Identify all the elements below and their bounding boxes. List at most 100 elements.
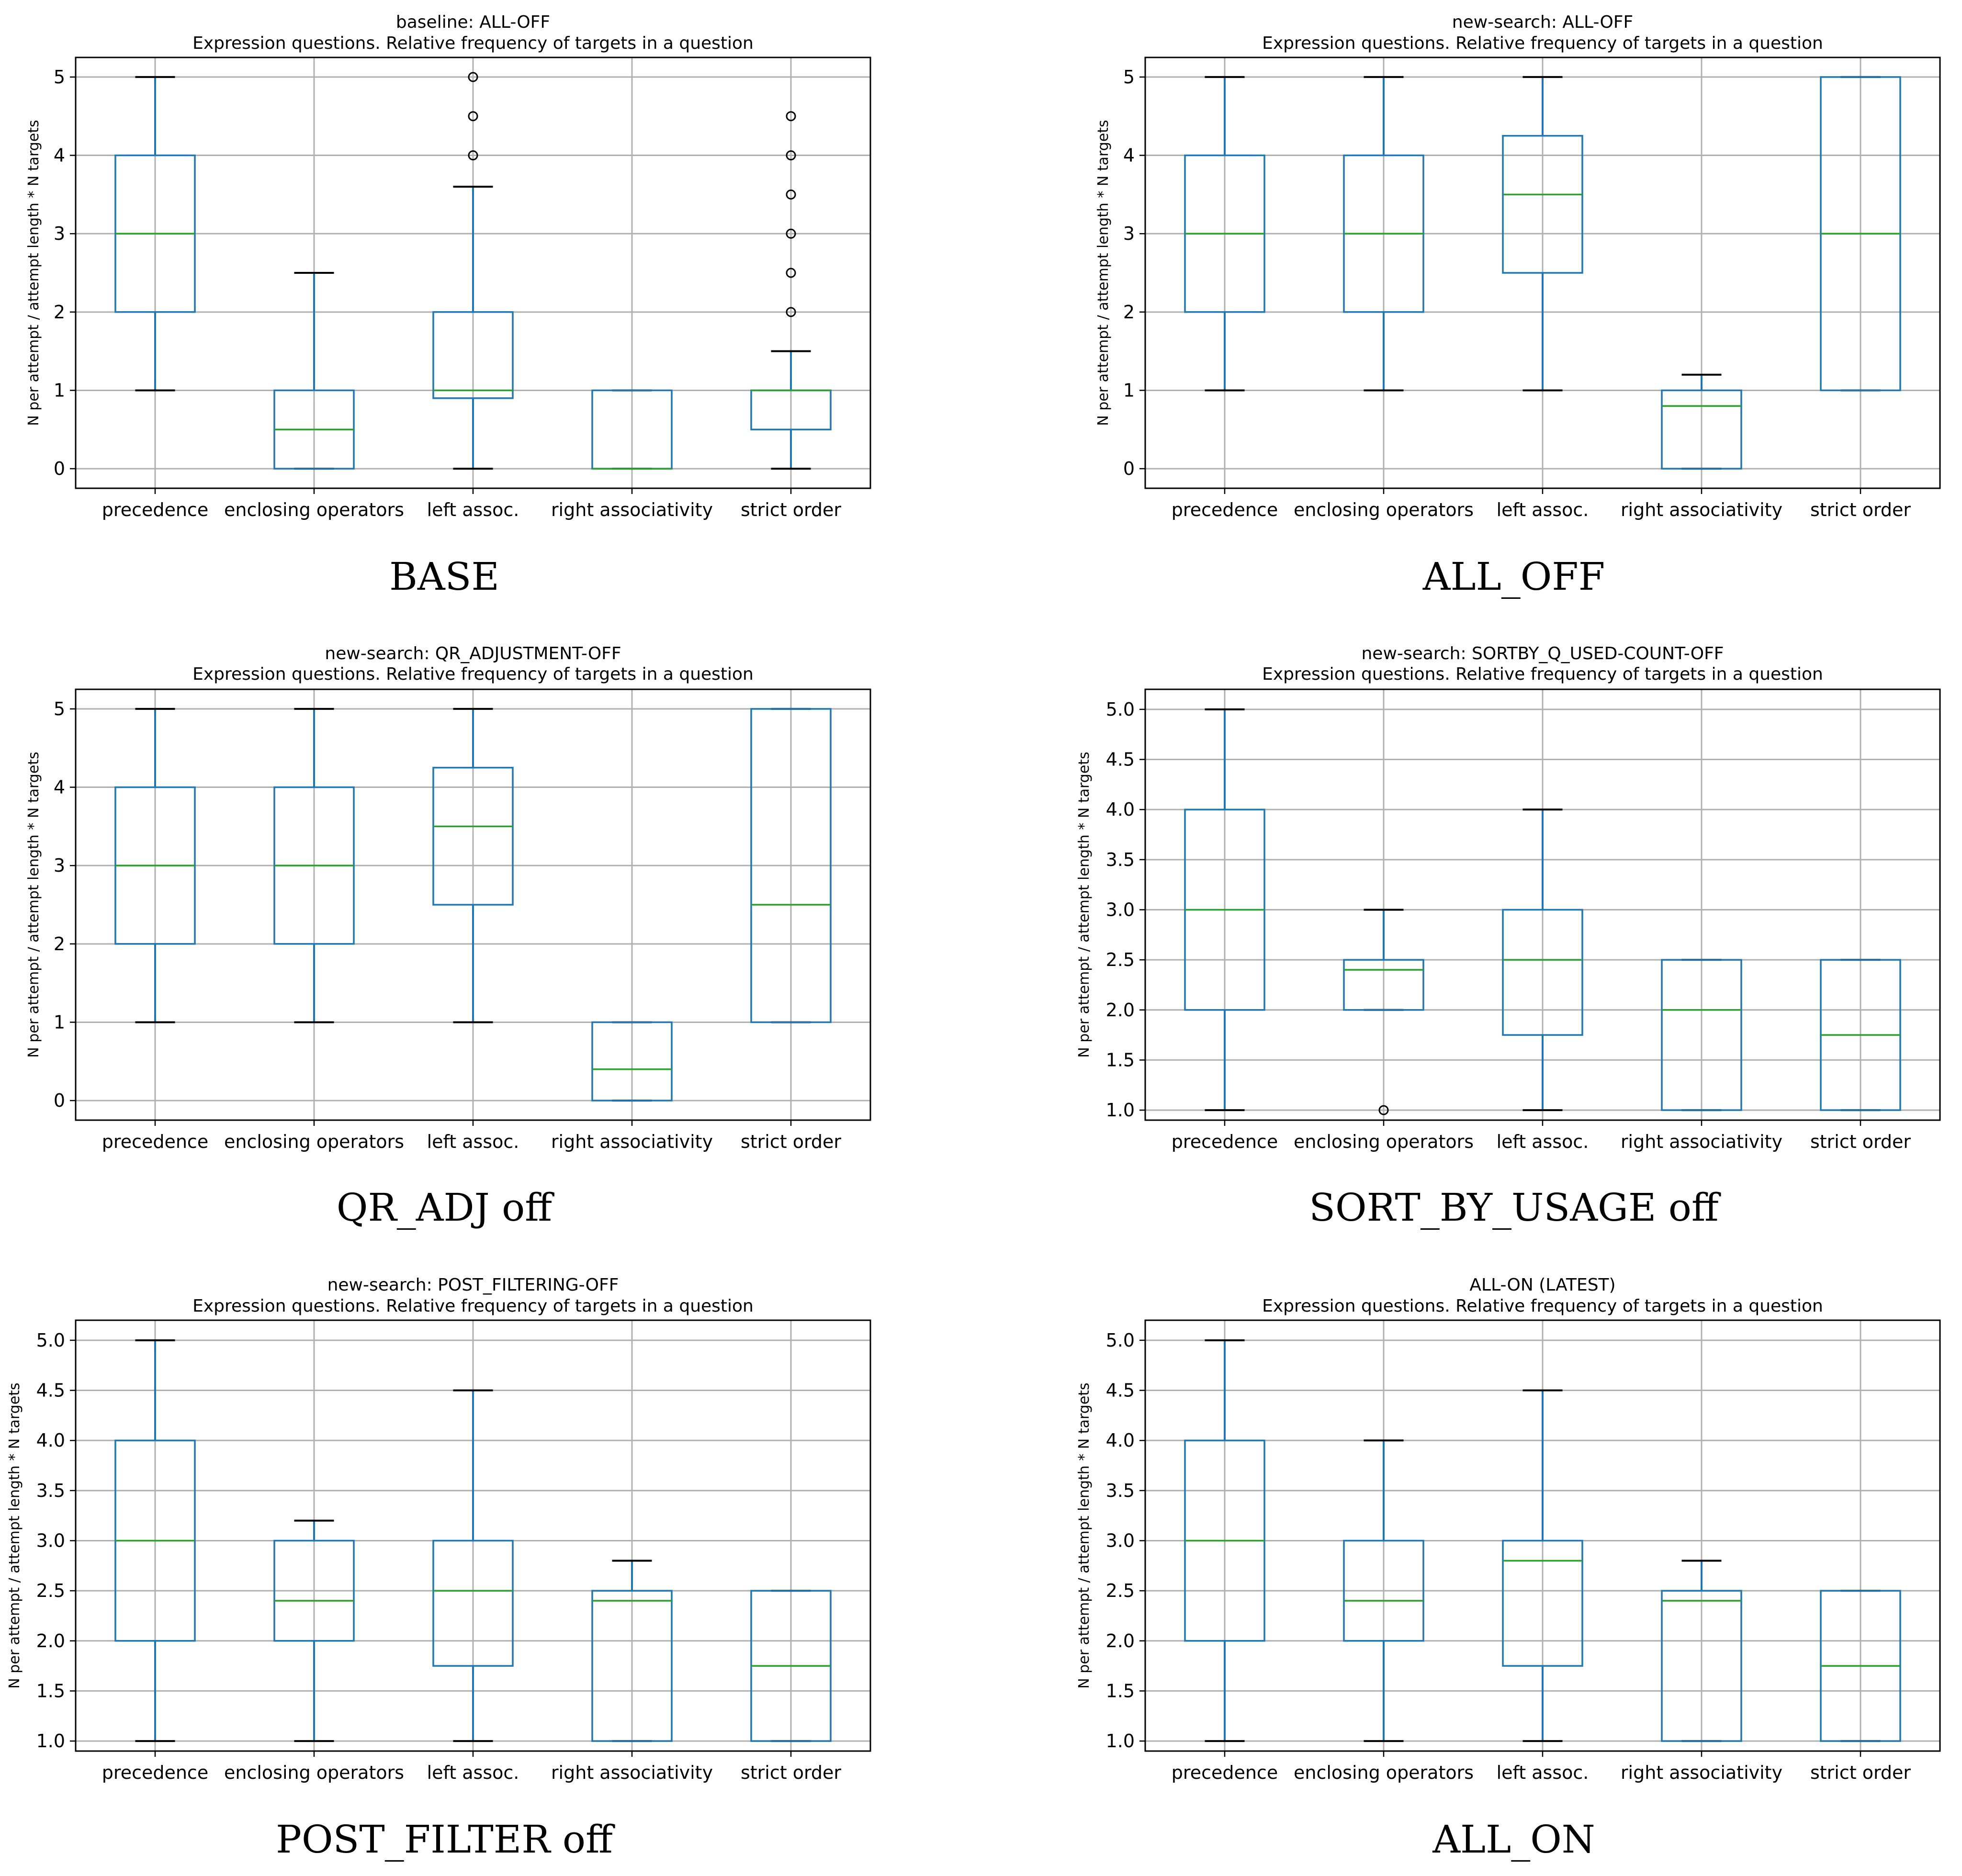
box-2 — [1343, 76, 1424, 392]
box-5 — [1820, 1590, 1901, 1742]
y-axis-label: N per attempt / attempt length * N targe… — [1095, 120, 1112, 426]
box-3 — [432, 72, 514, 470]
y-tick-label: 4.0 — [36, 1430, 65, 1451]
box-1 — [1184, 76, 1265, 392]
y-tick-label: 2 — [1123, 302, 1135, 323]
y-tick-label: 4 — [54, 777, 65, 798]
y-tick-label: 5.0 — [36, 1330, 65, 1351]
x-tick-label: right associativity — [551, 499, 713, 520]
chart-panel-3: new-search: QR_ADJUSTMENT-OFFExpression … — [25, 644, 871, 1230]
box-body — [750, 708, 832, 1023]
x-tick-label: left assoc. — [1497, 1131, 1589, 1152]
box-2 — [1343, 909, 1424, 1115]
y-tick-label: 4.5 — [36, 1380, 65, 1401]
box-1 — [1184, 1339, 1265, 1742]
y-tick-label: 0 — [54, 458, 65, 479]
y-tick-label: 2 — [54, 302, 65, 323]
y-tick-label: 5 — [1123, 67, 1135, 88]
x-tick-label: precedence — [102, 1131, 208, 1152]
box-4 — [591, 1021, 673, 1102]
box-body — [273, 1539, 355, 1642]
box-5 — [1820, 959, 1901, 1112]
x-tick-label: right associativity — [551, 1762, 713, 1783]
box-5 — [750, 111, 832, 470]
x-tick-label: right associativity — [1621, 1131, 1782, 1152]
y-tick-label: 5 — [54, 698, 65, 719]
panel-caption: POST_FILTER off — [276, 1817, 615, 1862]
y-tick-label: 1.5 — [1106, 1680, 1135, 1701]
axes-frame — [75, 56, 871, 489]
box-2 — [1343, 1439, 1424, 1742]
y-axis-label: N per attempt / attempt length * N targe… — [25, 120, 42, 426]
x-tick-label: left assoc. — [1497, 499, 1589, 520]
chart-panel-4: new-search: SORTBY_Q_USED-COUNT-OFFExpre… — [1076, 644, 1941, 1230]
outlier-point — [468, 150, 478, 161]
chart-panel-5: new-search: POST_FILTERING-OFFExpression… — [6, 1275, 871, 1862]
panel-caption: ALL_OFF — [1422, 554, 1605, 599]
box-2 — [273, 1519, 355, 1742]
y-tick-label: 5.0 — [1106, 699, 1135, 720]
x-tick-label: enclosing operators — [224, 499, 404, 520]
outlier-point — [1378, 1105, 1389, 1115]
y-tick-label: 3 — [1123, 223, 1135, 244]
y-axis-label: N per attempt / attempt length * N targe… — [1076, 1382, 1093, 1688]
box-body — [591, 1021, 673, 1101]
outlier-point — [786, 307, 796, 317]
box-5 — [750, 1590, 832, 1742]
y-tick-label: 4.0 — [1106, 799, 1135, 820]
panel-caption: ALL_ON — [1432, 1817, 1595, 1862]
x-tick-label: enclosing operators — [224, 1131, 404, 1152]
y-tick-label: 2.5 — [1106, 949, 1135, 970]
x-tick-label: strict order — [1810, 1762, 1911, 1783]
axes-frame — [75, 1319, 871, 1752]
y-axis-label: N per attempt / attempt length * N targe… — [6, 1382, 23, 1688]
y-tick-label: 4 — [54, 145, 65, 166]
chart-subtitle: Expression questions. Relative frequency… — [1262, 664, 1823, 684]
y-tick-label: 2.0 — [1106, 1000, 1135, 1021]
box-body — [1502, 135, 1583, 274]
outlier-point — [786, 111, 796, 122]
x-tick-label: precedence — [1172, 499, 1278, 520]
y-tick-label: 4.5 — [1106, 1380, 1135, 1401]
x-tick-label: left assoc. — [427, 1762, 519, 1783]
y-tick-label: 1 — [54, 380, 65, 401]
chart-subtitle: Expression questions. Relative frequency… — [1262, 34, 1823, 53]
box-body — [1661, 389, 1742, 470]
chart-subtitle: Expression questions. Relative frequency… — [192, 34, 754, 53]
y-tick-label: 3 — [54, 855, 65, 876]
outlier-point — [786, 268, 796, 278]
y-axis-label: N per attempt / attempt length * N targe… — [1076, 752, 1093, 1057]
y-tick-label: 4.5 — [1106, 749, 1135, 770]
box-4 — [591, 389, 673, 470]
chart-subtitle: Expression questions. Relative frequency… — [1262, 1296, 1823, 1316]
chart-title: ALL-ON (LATEST) — [1469, 1275, 1615, 1295]
x-tick-label: precedence — [1172, 1762, 1278, 1783]
box-3 — [432, 708, 514, 1023]
box-body — [1661, 1590, 1742, 1742]
box-body — [1661, 959, 1742, 1111]
x-tick-label: enclosing operators — [1294, 1131, 1474, 1152]
y-tick-label: 3.0 — [36, 1530, 65, 1551]
box-1 — [114, 1339, 196, 1742]
box-4 — [1661, 373, 1742, 470]
x-tick-label: precedence — [1172, 1131, 1278, 1152]
outlier-point — [786, 228, 796, 239]
panel-caption: QR_ADJ off — [337, 1185, 554, 1230]
y-tick-label: 2.0 — [36, 1630, 65, 1651]
x-tick-label: right associativity — [551, 1131, 713, 1152]
chart-title: new-search: SORTBY_Q_USED-COUNT-OFF — [1361, 644, 1724, 663]
x-tick-label: left assoc. — [1497, 1762, 1589, 1783]
y-tick-label: 1.5 — [36, 1680, 65, 1701]
box-body — [591, 1590, 673, 1742]
y-axis-label: N per attempt / attempt length * N targe… — [25, 752, 42, 1057]
chart-title: new-search: QR_ADJUSTMENT-OFF — [325, 644, 621, 663]
y-tick-label: 2.5 — [36, 1580, 65, 1601]
panel-caption: SORT_BY_USAGE off — [1309, 1185, 1721, 1230]
box-body — [1502, 909, 1583, 1036]
panel-caption: BASE — [389, 554, 499, 599]
box-1 — [114, 708, 196, 1023]
x-tick-label: strict order — [1810, 499, 1911, 520]
x-tick-label: strict order — [741, 1762, 841, 1783]
box-body — [1502, 1539, 1583, 1667]
